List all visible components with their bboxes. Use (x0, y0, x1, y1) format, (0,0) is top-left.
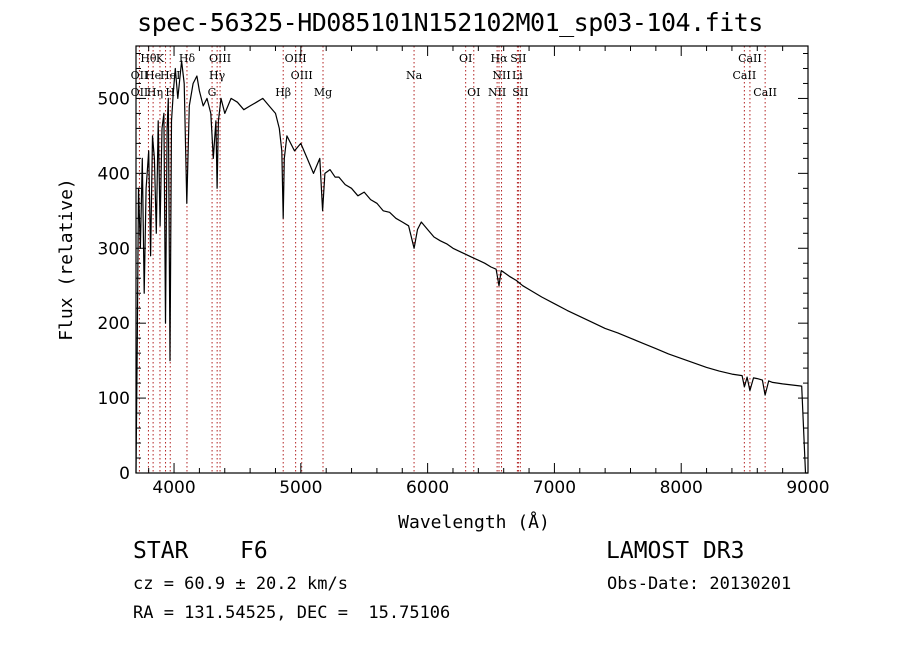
y-tick-label: 0 (119, 464, 130, 484)
line-label-mid: NII (492, 69, 510, 82)
survey-name: LAMOST DR3 (606, 538, 745, 564)
spectrum-line (135, 60, 808, 474)
line-label-top: CaII (738, 52, 762, 65)
line-label-low: OI (467, 86, 480, 99)
x-tick-label: 8000 (660, 478, 703, 498)
line-label-top: Hδ (179, 52, 196, 65)
y-axis-label: Flux (relative) (56, 178, 77, 341)
chart-title: spec-56325-HD085101N152102M01_sp03-104.f… (137, 8, 763, 37)
y-tick-label: 200 (98, 314, 130, 334)
x-tick-label: 4000 (152, 478, 195, 498)
line-label-top: K (156, 52, 165, 65)
line-label-low: Hβ (275, 86, 291, 99)
line-label-top: OIII (209, 52, 231, 65)
x-tick-label: 5000 (279, 478, 322, 498)
line-label-low: Mg (314, 86, 332, 99)
line-label-low: NII (488, 86, 506, 99)
line-label-mid: OII (131, 69, 149, 82)
line-label-mid: Li (512, 69, 523, 82)
y-tick-label: 100 (98, 389, 130, 409)
line-label-low: SII (512, 86, 528, 99)
x-tick-label: 9000 (786, 478, 829, 498)
line-label-top: SII (510, 52, 526, 65)
x-tick-label: 7000 (533, 478, 576, 498)
line-label-low: Hη (147, 86, 163, 99)
line-label-top: OI (459, 52, 472, 65)
redshift-velocity: cz = 60.9 ± 20.2 km/s (133, 574, 348, 594)
y-tick-label: 400 (98, 164, 130, 184)
x-axis-label: Wavelength (Å) (398, 511, 550, 533)
x-tick-label: 6000 (406, 478, 449, 498)
sky-coordinates: RA = 131.54525, DEC = 15.75106 (133, 603, 451, 623)
observation-date: Obs-Date: 20130201 (607, 574, 792, 594)
y-tick-label: 300 (98, 239, 130, 259)
line-label-top: Hθ (140, 52, 157, 65)
line-label-mid: OIII (291, 69, 313, 82)
line-label-mid: He (145, 69, 161, 82)
line-label-mid: Na (406, 69, 423, 82)
line-label-top: Hα (490, 52, 508, 65)
line-label-mid: Hγ (209, 69, 226, 82)
line-label-mid: HeI (160, 69, 180, 82)
object-subclass: F6 (240, 538, 268, 564)
line-label-mid: CaII (733, 69, 757, 82)
line-label-low: G (208, 86, 217, 99)
object-class: STAR (133, 538, 189, 564)
line-label-top: OIII (285, 52, 307, 65)
line-label-low: CaII (753, 86, 777, 99)
y-tick-label: 500 (98, 89, 130, 109)
line-label-low: OII (131, 86, 149, 99)
line-label-low: H (165, 86, 175, 99)
plot-frame (135, 45, 809, 474)
